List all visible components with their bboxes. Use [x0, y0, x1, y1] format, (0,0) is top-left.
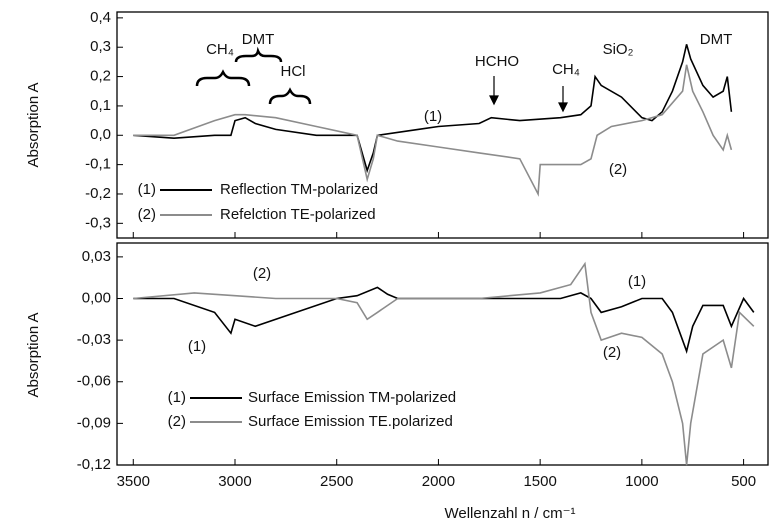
y-tick-label: 0,00 [82, 289, 111, 306]
legend-label: (1) [168, 389, 186, 406]
annotation: CH₄ [552, 61, 580, 78]
y-tick-label: 0,4 [90, 9, 111, 26]
braces [195, 46, 312, 105]
arrow-head [558, 102, 568, 113]
annotation: CH₄ [206, 41, 234, 58]
series-line [133, 44, 733, 174]
y-tick-label: -0,12 [77, 456, 111, 473]
annotation: HCl [281, 63, 306, 80]
bottom-frame [116, 242, 769, 466]
y-tick-label: -0,1 [85, 156, 111, 173]
annotation: (1) [424, 108, 442, 125]
annotation: (2) [253, 265, 271, 282]
x-tick-label: 1500 [523, 473, 556, 490]
x-tick-label: 2000 [422, 473, 455, 490]
legend-text: Surface Emission TM-polarized [248, 389, 456, 406]
y-tick-label: 0,3 [90, 38, 111, 55]
y-tick-label: 0,2 [90, 68, 111, 85]
x-tick-label: 1000 [625, 473, 658, 490]
annotation: SiO₂ [603, 41, 634, 58]
y-axis-label: Absorption A [25, 82, 42, 167]
x-tick-label: 3500 [117, 473, 150, 490]
arrow-head [489, 95, 499, 106]
arrows [489, 76, 568, 113]
y-tick-label: -0,3 [85, 214, 111, 231]
brace [234, 46, 283, 63]
annotation: (1) [628, 273, 646, 290]
legend-label: (2) [168, 413, 186, 430]
top-frame [116, 11, 769, 239]
x-tick-label: 2500 [320, 473, 353, 490]
y-tick-label: 0,03 [82, 248, 111, 265]
series-line [133, 286, 755, 354]
brace [195, 69, 251, 87]
series-line [133, 261, 755, 466]
y-tick-label: 0,0 [90, 126, 111, 143]
legend-text: Reflection TM-polarized [220, 181, 378, 198]
annotation: (2) [609, 161, 627, 178]
x-axis-label: Wellenzahl n / cm⁻¹ [444, 505, 575, 522]
brace [268, 87, 312, 105]
annotation: HCHO [475, 53, 519, 70]
annotation: DMT [700, 31, 733, 48]
y-tick-label: -0,2 [85, 185, 111, 202]
y-tick-label: -0,06 [77, 373, 111, 390]
y-tick-label: -0,03 [77, 331, 111, 348]
x-tick-label: 500 [731, 473, 756, 490]
series-line [133, 64, 733, 197]
legend-label: (1) [138, 181, 156, 198]
legend-text: Surface Emission TE.polarized [248, 413, 453, 430]
x-tick-label: 3000 [218, 473, 251, 490]
annotation: (1) [188, 338, 206, 355]
annotation: (2) [603, 344, 621, 361]
annotation: DMT [242, 31, 275, 48]
y-tick-label: -0,09 [77, 414, 111, 431]
y-axis-label: Absorption A [25, 312, 42, 397]
legend-text: Refelction TE-polarized [220, 206, 376, 223]
y-tick-label: 0,1 [90, 97, 111, 114]
legend-label: (2) [138, 206, 156, 223]
